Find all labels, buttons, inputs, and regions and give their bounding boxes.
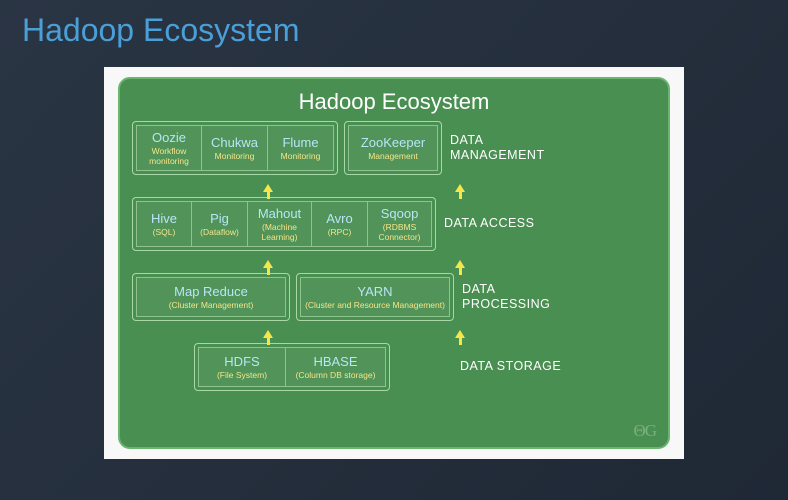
cell-name: HDFS — [203, 355, 281, 369]
cell-name: HBASE — [290, 355, 381, 369]
up-arrow-icon — [455, 260, 465, 268]
cell-name: YARN — [305, 285, 445, 299]
cell-avro: Avro (RPC) — [312, 201, 368, 247]
cell-mahout: Mahout (Machine Learning) — [248, 201, 312, 247]
cell-name: Avro — [316, 212, 363, 226]
cell-sub: Management — [353, 152, 433, 161]
cell-name: Pig — [196, 212, 243, 226]
slide-title: Hadoop Ecosystem — [0, 0, 788, 49]
arrow-row — [132, 179, 656, 197]
cell-name: Mahout — [252, 207, 307, 221]
group-storage: HDFS (File System) HBASE (Column DB stor… — [194, 343, 390, 391]
cell-sub: (Column DB storage) — [290, 371, 381, 380]
layer-label: DATA MANAGEMENT — [450, 121, 554, 175]
cell-sub: (RPC) — [316, 228, 363, 237]
arrow-row — [132, 255, 656, 273]
cell-name: Hive — [141, 212, 187, 226]
watermark: ΘG — [633, 421, 656, 441]
up-arrow-icon — [263, 330, 273, 338]
cell-sub: (SQL) — [141, 228, 187, 237]
cell-sub: Workflow monitoring — [141, 147, 197, 166]
layer-data-access: Hive (SQL) Pig (Dataflow) Mahout (Machin… — [132, 197, 656, 251]
cell-yarn: YARN (Cluster and Resource Management) — [300, 277, 450, 317]
group-zookeeper: ZooKeeper Management — [344, 121, 442, 175]
cell-oozie: Oozie Workflow monitoring — [136, 125, 202, 171]
cell-name: Map Reduce — [141, 285, 281, 299]
cell-sub: (Cluster and Resource Management) — [305, 301, 445, 310]
cell-name: Chukwa — [206, 136, 263, 150]
cell-sub: Monitoring — [206, 152, 263, 161]
diagram-container: Hadoop Ecosystem Oozie Workflow monitori… — [104, 67, 684, 459]
cell-sub: (RDBMS Connector) — [372, 223, 427, 242]
cell-sub: (Machine Learning) — [252, 223, 307, 242]
cell-name: Sqoop — [372, 207, 427, 221]
cell-sub: (File System) — [203, 371, 281, 380]
layer-label: DATA STORAGE — [460, 343, 564, 391]
cell-name: ZooKeeper — [353, 136, 433, 150]
up-arrow-icon — [263, 260, 273, 268]
cell-zookeeper: ZooKeeper Management — [348, 125, 438, 171]
layer-data-management: Oozie Workflow monitoring Chukwa Monitor… — [132, 121, 656, 175]
group-yarn: YARN (Cluster and Resource Management) — [296, 273, 454, 321]
group-mapreduce: Map Reduce (Cluster Management) — [132, 273, 290, 321]
cell-pig: Pig (Dataflow) — [192, 201, 248, 247]
up-arrow-icon — [455, 184, 465, 192]
cell-sub: Monitoring — [272, 152, 329, 161]
layer-data-storage: HDFS (File System) HBASE (Column DB stor… — [132, 343, 656, 391]
cell-mapreduce: Map Reduce (Cluster Management) — [136, 277, 286, 317]
cell-sub: (Dataflow) — [196, 228, 243, 237]
cell-hive: Hive (SQL) — [136, 201, 192, 247]
ecosystem-diagram: Hadoop Ecosystem Oozie Workflow monitori… — [118, 77, 670, 449]
cell-sqoop: Sqoop (RDBMS Connector) — [368, 201, 432, 247]
group-workflow: Oozie Workflow monitoring Chukwa Monitor… — [132, 121, 338, 175]
up-arrow-icon — [455, 330, 465, 338]
cell-chukwa: Chukwa Monitoring — [202, 125, 268, 171]
group-access: Hive (SQL) Pig (Dataflow) Mahout (Machin… — [132, 197, 436, 251]
cell-hdfs: HDFS (File System) — [198, 347, 286, 387]
cell-flume: Flume Monitoring — [268, 125, 334, 171]
arrow-row — [132, 325, 656, 343]
layer-label: DATA ACCESS — [444, 197, 548, 251]
cell-name: Flume — [272, 136, 329, 150]
cell-sub: (Cluster Management) — [141, 301, 281, 310]
layer-data-processing: Map Reduce (Cluster Management) YARN (Cl… — [132, 273, 656, 321]
layer-label: DATA PROCESSING — [462, 273, 566, 321]
cell-hbase: HBASE (Column DB storage) — [286, 347, 386, 387]
cell-name: Oozie — [141, 131, 197, 145]
diagram-title: Hadoop Ecosystem — [132, 89, 656, 115]
up-arrow-icon — [263, 184, 273, 192]
